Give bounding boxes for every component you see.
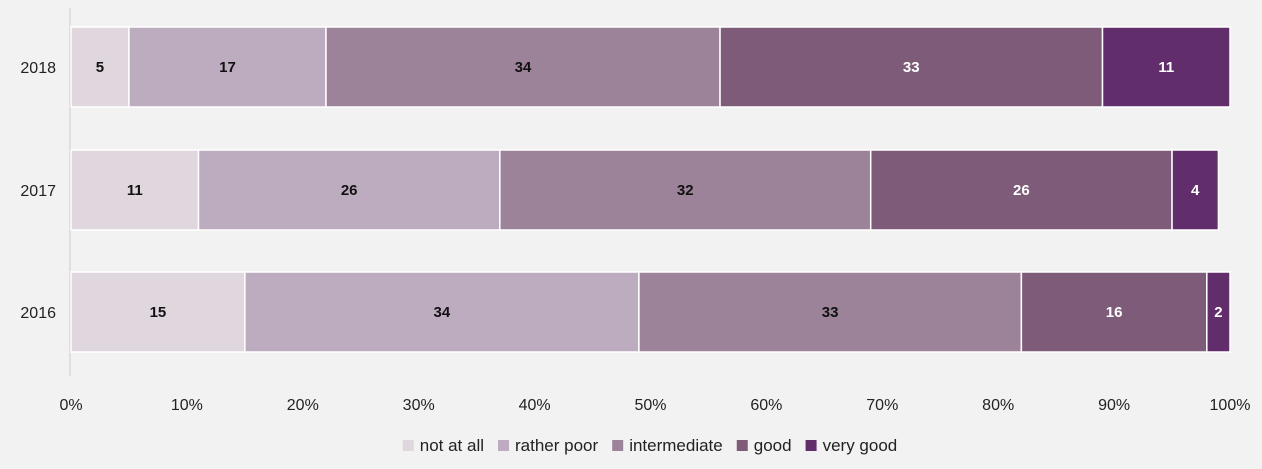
x-tick-label: 30% [403,397,435,414]
x-tick-label: 20% [287,397,319,414]
legend-swatch [498,440,510,451]
x-tick-label: 100% [1210,397,1251,414]
bar-segment-2016-rather-poor [244,271,640,353]
x-tick-label: 50% [634,397,666,414]
legend-swatch [736,440,748,451]
data-label: 33 [822,304,839,321]
x-tick-label: 0% [59,397,82,414]
category-axis: 2018 2017 2016 [20,60,56,322]
x-tick-label: 70% [866,397,898,414]
bar-segment-2018-intermediate [325,26,721,108]
value-axis: 0% 10% 20% 30% 40% 50% 60% 70% 80% 90% 100% [59,397,1250,414]
category-label: 2016 [20,305,56,322]
legend-label: intermediate [629,436,723,455]
bar-segment-2018-rather-poor [128,26,327,108]
x-tick-label: 10% [171,397,203,414]
bar-segment-2017-intermediate [499,149,872,231]
legend-swatch [402,440,414,451]
data-label: 32 [677,182,694,199]
data-label: 11 [1158,59,1174,76]
data-label: 34 [434,304,451,321]
x-tick-label: 80% [982,397,1014,414]
x-tick-label: 60% [750,397,782,414]
plot-area: 5 17 34 33 11 11 26 32 26 4 15 34 33 16 2 [69,8,1231,376]
bar-segment-2017-not-at-all [70,149,200,231]
legend-item: rather poor [498,436,599,455]
data-label: 17 [219,59,236,76]
bar-segment-2016-very-good [1206,271,1231,353]
category-label: 2017 [20,183,56,200]
data-label: 15 [150,304,167,321]
legend-item: not at all [402,436,484,455]
bar-segment-2016-not-at-all [70,271,246,353]
legend-label: not at all [420,436,484,455]
legend-item: intermediate [612,436,723,455]
data-label: 11 [127,182,143,199]
legend-label: good [754,436,792,455]
legend: not at all rather poor intermediate good ver… [402,436,898,455]
legend-item: very good [805,436,898,455]
data-label: 26 [341,182,358,199]
x-tick-label: 90% [1098,397,1130,414]
data-label: 33 [903,59,920,76]
bar-segment-2017-good [869,149,1173,231]
data-label: 34 [515,59,532,76]
data-label: 4 [1191,182,1200,199]
bar-segment-2017-very-good [1171,149,1220,231]
legend-label: very good [823,436,898,455]
bar-segment-2018-very-good [1101,26,1231,108]
data-label: 2 [1214,304,1222,321]
data-label: 26 [1013,182,1030,199]
legend-swatch [612,440,624,451]
data-label: 16 [1106,304,1123,321]
legend-label: rather poor [515,436,598,455]
data-label: 5 [96,59,104,76]
legend-swatch [805,440,817,451]
bar-segment-2016-good [1020,271,1208,353]
bar-segment-2016-intermediate [638,271,1023,353]
legend-item: good [736,436,792,455]
category-label: 2018 [20,60,56,77]
x-tick-label: 40% [519,397,551,414]
